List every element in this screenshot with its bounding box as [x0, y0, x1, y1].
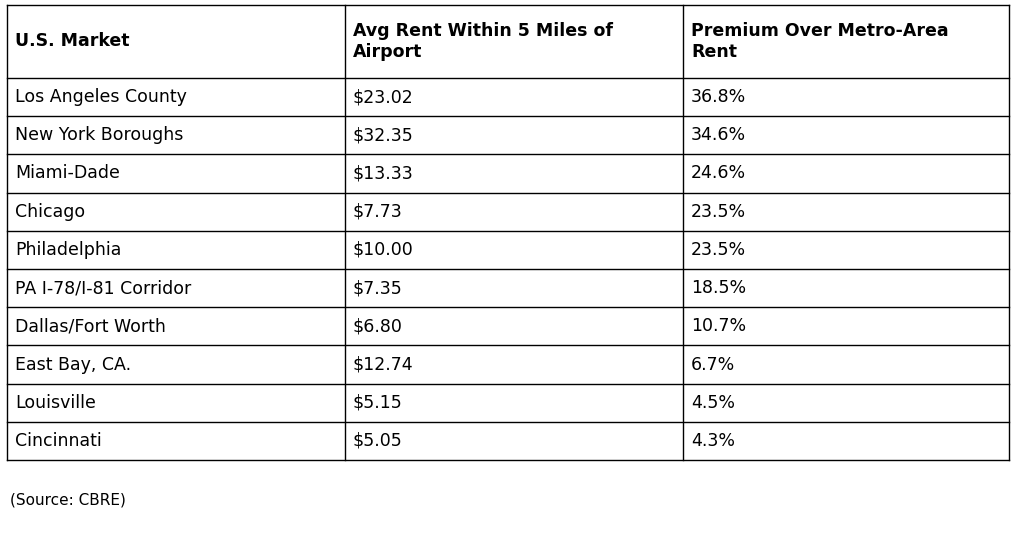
Text: $32.35: $32.35: [353, 126, 414, 144]
Text: New York Boroughs: New York Boroughs: [15, 126, 183, 144]
Text: Dallas/Fort Worth: Dallas/Fort Worth: [15, 317, 166, 335]
Text: $7.73: $7.73: [353, 203, 402, 221]
Text: 10.7%: 10.7%: [691, 317, 746, 335]
Text: $7.35: $7.35: [353, 279, 402, 297]
Text: $23.02: $23.02: [353, 88, 414, 106]
Text: Chicago: Chicago: [15, 203, 85, 221]
Text: $5.15: $5.15: [353, 394, 402, 412]
Text: Avg Rent Within 5 Miles of
Airport: Avg Rent Within 5 Miles of Airport: [353, 22, 613, 61]
Text: East Bay, CA.: East Bay, CA.: [15, 355, 131, 374]
Text: 4.3%: 4.3%: [691, 432, 735, 450]
Text: PA I-78/I-81 Corridor: PA I-78/I-81 Corridor: [15, 279, 191, 297]
Text: U.S. Market: U.S. Market: [15, 33, 129, 51]
Text: (Source: CBRE): (Source: CBRE): [10, 492, 126, 508]
Text: $6.80: $6.80: [353, 317, 403, 335]
Text: 23.5%: 23.5%: [691, 203, 746, 221]
Text: $12.74: $12.74: [353, 355, 414, 374]
Text: 24.6%: 24.6%: [691, 164, 746, 182]
Text: 6.7%: 6.7%: [691, 355, 736, 374]
Text: Los Angeles County: Los Angeles County: [15, 88, 187, 106]
Text: 34.6%: 34.6%: [691, 126, 746, 144]
Text: $5.05: $5.05: [353, 432, 402, 450]
Text: Cincinnati: Cincinnati: [15, 432, 102, 450]
Text: 18.5%: 18.5%: [691, 279, 746, 297]
Text: 4.5%: 4.5%: [691, 394, 735, 412]
Text: 36.8%: 36.8%: [691, 88, 746, 106]
Text: Premium Over Metro-Area
Rent: Premium Over Metro-Area Rent: [691, 22, 949, 61]
Text: $13.33: $13.33: [353, 164, 414, 182]
Text: Miami-Dade: Miami-Dade: [15, 164, 120, 182]
Text: 23.5%: 23.5%: [691, 241, 746, 259]
Text: $10.00: $10.00: [353, 241, 414, 259]
Text: Philadelphia: Philadelphia: [15, 241, 121, 259]
Text: Louisville: Louisville: [15, 394, 96, 412]
